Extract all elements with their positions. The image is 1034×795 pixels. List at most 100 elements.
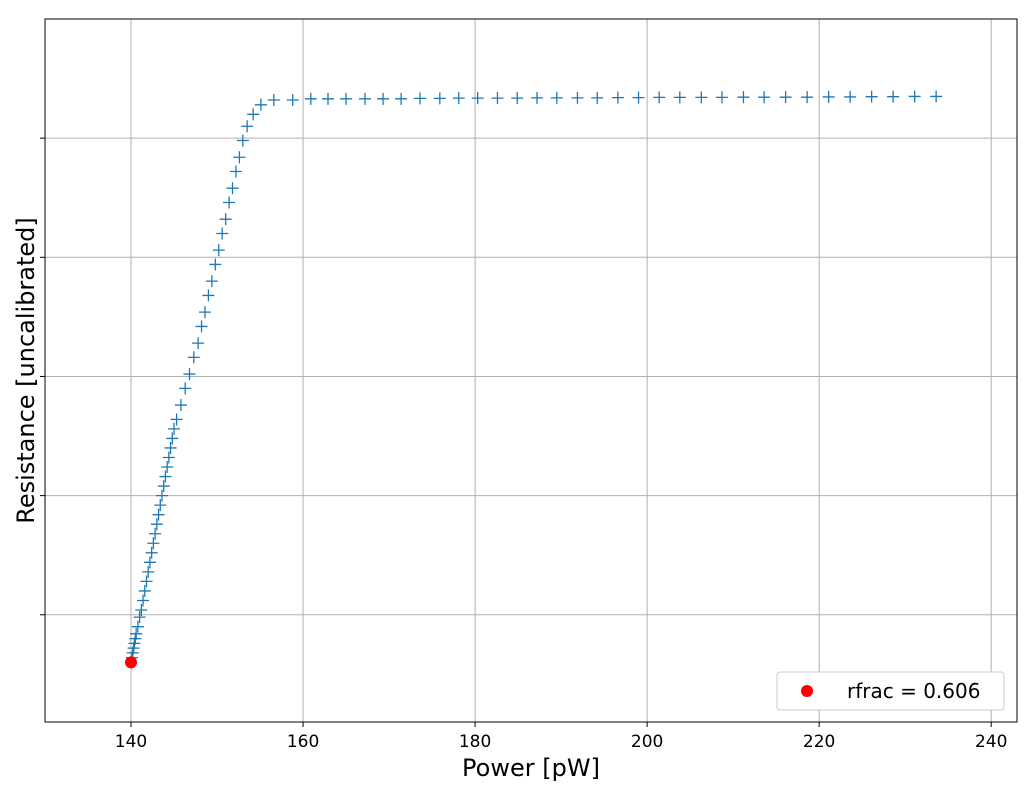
data-point xyxy=(130,627,143,640)
data-point xyxy=(128,637,141,650)
data-point xyxy=(779,91,792,104)
data-point xyxy=(137,594,150,607)
data-point xyxy=(865,90,878,103)
data-point xyxy=(174,399,187,412)
data-point xyxy=(162,451,175,464)
data-point xyxy=(183,368,196,381)
data-point xyxy=(254,98,267,111)
x-axis-label: Power [pW] xyxy=(462,754,600,782)
data-point xyxy=(758,91,771,104)
data-point xyxy=(209,258,222,271)
data-point xyxy=(653,91,666,104)
data-point xyxy=(129,632,142,645)
x-tick-label: 200 xyxy=(631,732,663,752)
data-point xyxy=(135,603,148,616)
data-point xyxy=(930,90,943,103)
data-point xyxy=(632,91,645,104)
data-point xyxy=(138,584,151,597)
data-point xyxy=(202,289,215,302)
data-point xyxy=(133,611,146,624)
data-point xyxy=(304,92,317,105)
data-point xyxy=(286,94,299,107)
grid xyxy=(45,19,1017,722)
data-point xyxy=(155,489,168,502)
legend: rfrac = 0.606 xyxy=(776,671,1005,711)
data-point xyxy=(195,320,208,333)
data-point xyxy=(908,90,921,103)
data-markers xyxy=(125,90,943,669)
x-tick-label: 180 xyxy=(459,732,491,752)
data-point xyxy=(143,556,156,569)
data-point xyxy=(223,196,236,209)
plot-frame xyxy=(44,18,1018,723)
data-point xyxy=(166,432,179,445)
data-point xyxy=(511,92,524,105)
data-point xyxy=(170,413,183,426)
data-point xyxy=(591,91,604,104)
data-point xyxy=(226,182,239,195)
data-point xyxy=(491,92,504,105)
data-point xyxy=(168,422,181,435)
x-tick-label: 160 xyxy=(287,732,319,752)
data-point xyxy=(737,91,750,104)
data-point xyxy=(192,337,205,350)
data-point xyxy=(267,94,280,107)
data-point xyxy=(164,441,177,454)
data-point xyxy=(198,306,211,319)
data-point xyxy=(241,120,254,133)
data-point xyxy=(187,351,200,364)
data-point xyxy=(887,90,900,103)
data-point xyxy=(414,92,427,105)
data-point xyxy=(340,92,353,105)
highlight-point xyxy=(125,656,138,669)
axis-ticks: 140 160 180 200 220 240 xyxy=(40,137,1007,752)
data-point xyxy=(673,91,686,104)
data-point xyxy=(179,382,192,395)
data-point xyxy=(229,165,242,178)
data-point xyxy=(145,546,158,559)
data-point xyxy=(715,91,728,104)
data-point xyxy=(236,134,249,147)
data-point xyxy=(571,91,584,104)
y-axis-label: Resistance [uncalibrated] xyxy=(12,217,40,524)
data-point xyxy=(161,461,174,474)
data-point xyxy=(233,151,246,164)
data-point xyxy=(147,537,160,550)
data-point xyxy=(377,92,390,105)
data-point xyxy=(358,92,371,105)
data-point xyxy=(611,91,624,104)
data-point xyxy=(149,527,162,540)
data-point xyxy=(212,244,225,257)
data-point xyxy=(154,499,167,512)
data-point xyxy=(321,92,334,105)
data-point xyxy=(801,91,814,104)
data-point xyxy=(695,91,708,104)
data-point xyxy=(395,92,408,105)
data-point xyxy=(150,518,163,531)
data-point xyxy=(142,565,155,578)
data-point xyxy=(216,227,229,240)
x-tick-label: 240 xyxy=(975,732,1007,752)
data-point xyxy=(127,642,140,655)
x-tick-label: 140 xyxy=(115,732,147,752)
legend-label: rfrac = 0.606 xyxy=(847,679,980,703)
data-point xyxy=(140,575,153,588)
data-point xyxy=(844,90,857,103)
data-point xyxy=(550,91,563,104)
x-tick-label: 220 xyxy=(803,732,835,752)
data-point xyxy=(471,92,484,105)
data-point xyxy=(433,92,446,105)
data-point xyxy=(157,480,170,493)
data-point xyxy=(531,91,544,104)
data-point xyxy=(205,275,218,288)
data-point xyxy=(131,620,144,633)
legend-marker xyxy=(801,685,813,697)
data-point xyxy=(219,213,232,226)
data-point xyxy=(152,508,165,521)
data-point xyxy=(822,90,835,103)
data-point xyxy=(159,470,172,483)
data-point xyxy=(452,92,465,105)
data-point xyxy=(247,108,260,121)
legend-box xyxy=(776,671,1005,711)
